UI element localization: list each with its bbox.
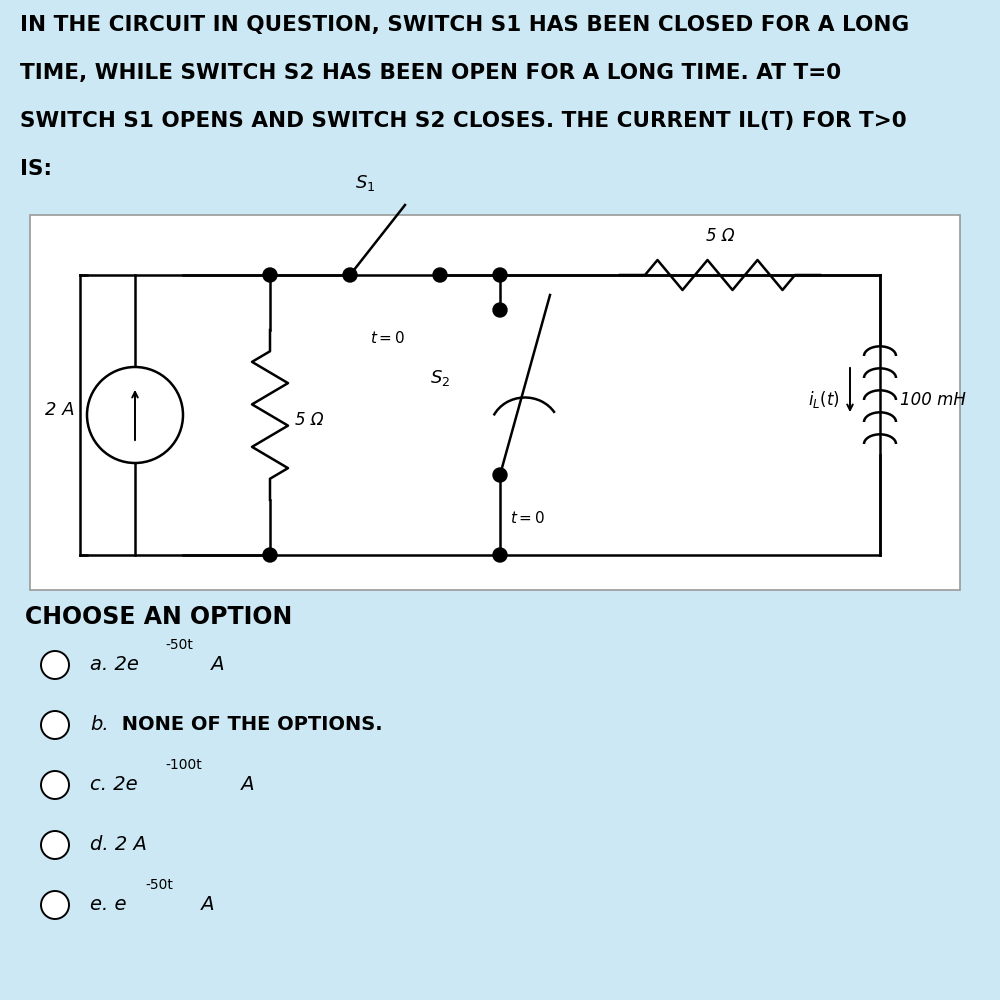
Text: 2 A: 2 A	[45, 401, 75, 419]
Circle shape	[41, 651, 69, 679]
Text: c. 2e: c. 2e	[90, 776, 138, 794]
Circle shape	[433, 268, 447, 282]
Circle shape	[263, 548, 277, 562]
Text: IN THE CIRCUIT IN QUESTION, SWITCH S1 HAS BEEN CLOSED FOR A LONG: IN THE CIRCUIT IN QUESTION, SWITCH S1 HA…	[20, 15, 909, 35]
Text: -100t: -100t	[165, 758, 202, 772]
Text: -50t: -50t	[165, 638, 193, 652]
Text: 5 Ω: 5 Ω	[295, 411, 324, 429]
Text: e. e: e. e	[90, 896, 126, 914]
Circle shape	[41, 831, 69, 859]
Text: $t = 0$: $t = 0$	[370, 330, 405, 346]
Circle shape	[493, 468, 507, 482]
Circle shape	[41, 771, 69, 799]
Circle shape	[263, 268, 277, 282]
Text: CHOOSE AN OPTION: CHOOSE AN OPTION	[25, 605, 292, 629]
Text: TIME, WHILE SWITCH S2 HAS BEEN OPEN FOR A LONG TIME. AT T=0: TIME, WHILE SWITCH S2 HAS BEEN OPEN FOR …	[20, 63, 841, 83]
Circle shape	[87, 367, 183, 463]
Text: 100 mH: 100 mH	[900, 391, 966, 409]
Circle shape	[41, 891, 69, 919]
Text: $i_L(t)$: $i_L(t)$	[808, 389, 840, 410]
Text: b.: b.	[90, 716, 109, 734]
Circle shape	[343, 268, 357, 282]
Circle shape	[493, 303, 507, 317]
Circle shape	[493, 548, 507, 562]
Circle shape	[493, 268, 507, 282]
Text: 5 Ω: 5 Ω	[706, 227, 734, 245]
Text: NONE OF THE OPTIONS.: NONE OF THE OPTIONS.	[115, 716, 383, 734]
Text: d. 2 A: d. 2 A	[90, 836, 147, 854]
FancyBboxPatch shape	[30, 215, 960, 590]
Text: a. 2e: a. 2e	[90, 656, 139, 674]
Text: $S_1$: $S_1$	[355, 173, 375, 193]
Text: A: A	[205, 656, 225, 674]
Text: A: A	[235, 776, 255, 794]
Text: SWITCH S1 OPENS AND SWITCH S2 CLOSES. THE CURRENT IL(T) FOR T>0: SWITCH S1 OPENS AND SWITCH S2 CLOSES. TH…	[20, 111, 907, 131]
Text: $t = 0$: $t = 0$	[510, 510, 545, 526]
Text: $S_2$: $S_2$	[430, 367, 450, 387]
Text: IS:: IS:	[20, 159, 52, 179]
Text: A: A	[195, 896, 215, 914]
Text: -50t: -50t	[145, 878, 173, 892]
Circle shape	[41, 711, 69, 739]
